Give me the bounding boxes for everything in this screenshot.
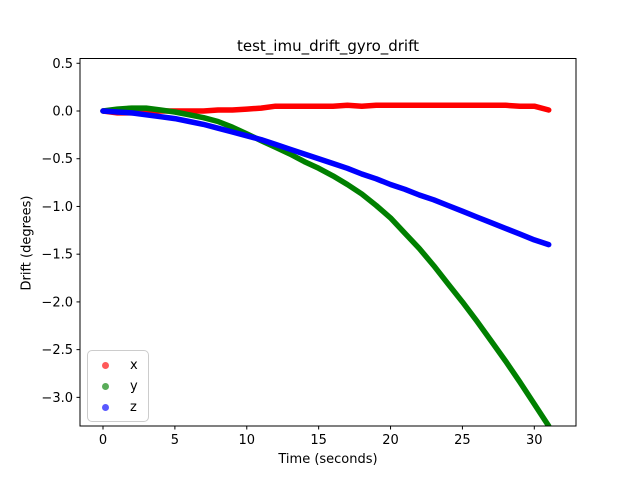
y-tick-label: −2.0 (41, 295, 73, 310)
legend-marker-dot-y (102, 383, 109, 390)
x-tick-label: 15 (310, 433, 327, 448)
legend-marker-dot-z (102, 404, 109, 411)
y-tick-label: 0.5 (52, 57, 73, 72)
y-tick-label: −1.0 (41, 200, 73, 215)
legend-label-z: z (130, 400, 137, 415)
x-tick-label: 10 (238, 433, 255, 448)
y-tick-label: −0.5 (41, 152, 73, 167)
y-axis-label: Drift (degrees) (19, 195, 35, 291)
legend-item-z: z (88, 397, 148, 418)
x-tick-label: 25 (454, 433, 471, 448)
axes-spines (79, 58, 577, 427)
series-line-z (100, 108, 552, 248)
y-tick-label: 0.0 (52, 105, 73, 120)
x-tick-label: 20 (382, 433, 399, 448)
x-tick-label: 0 (99, 433, 107, 448)
x-tick-label: 5 (171, 433, 179, 448)
legend-item-y: y (88, 376, 148, 397)
legend-label-y: y (130, 379, 138, 394)
x-axis-label: Time (seconds) (278, 452, 378, 467)
legend-marker-dot-x (102, 362, 109, 369)
legend-label-x: x (130, 358, 138, 373)
legend-item-x: x (88, 355, 148, 376)
chart-title: test_imu_drift_gyro_drift (236, 37, 419, 55)
y-tick-label: −2.5 (41, 343, 73, 358)
y-tick-label: −3.0 (41, 391, 73, 406)
series-line-y (100, 105, 552, 426)
y-tick-label: −1.5 (41, 248, 73, 263)
x-tick-label: 30 (526, 433, 543, 448)
